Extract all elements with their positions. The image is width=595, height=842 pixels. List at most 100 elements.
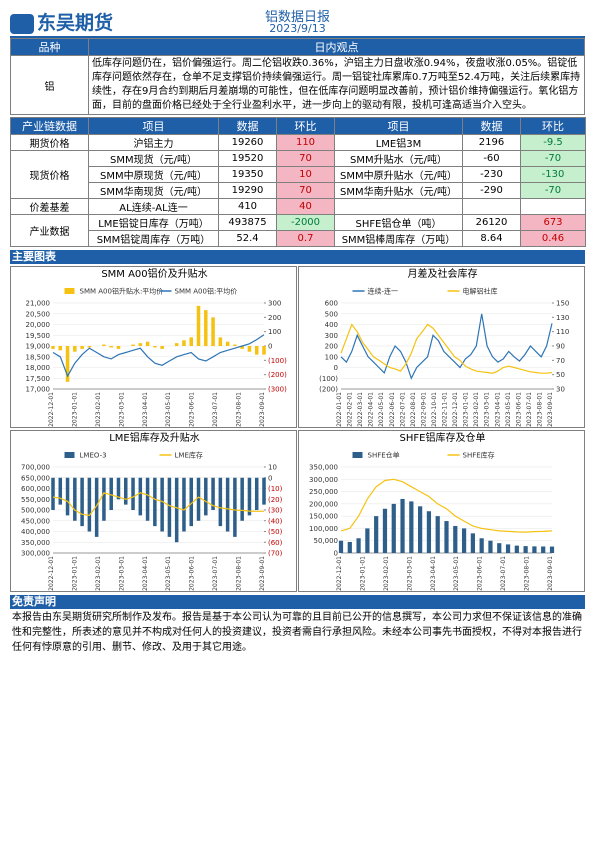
bar <box>196 477 201 521</box>
x-tick-label: 2023-01-01 <box>463 392 470 427</box>
bar <box>225 341 230 346</box>
bar <box>532 546 537 553</box>
data-row: 产业数据 LME铝锭日库存（万吨） 493875 -2000 SHFE铝仓单（吨） 261… <box>10 214 586 247</box>
bar <box>461 528 467 553</box>
y2-tick-label: 150 <box>556 300 569 308</box>
x-tick-label: 2023-05-01 <box>165 392 172 427</box>
chart: SMM A00铝价及升贴水 SMM A00铝升贴水:平均价 SMM A00铝:平均价… <box>10 266 297 428</box>
item-cell: SMM铝锭周库存（万吨） <box>88 230 219 247</box>
y2-tick-label: 0 <box>268 343 272 351</box>
y2-tick-label: 30 <box>556 386 565 394</box>
data-row: 现货价格 SMM现货（元/吨） 19520 70 SMM升贴水（元/吨） -60 -70 <box>10 150 586 199</box>
report-date: 2023/9/13 <box>269 22 326 35</box>
data-row: 价差基差 AL连续-AL连一 410 40 <box>10 198 586 215</box>
x-tick-label: 2022-11-01 <box>442 392 449 427</box>
bar <box>174 343 179 346</box>
x-tick-label: 2023-01-01 <box>359 556 366 591</box>
x-tick-label: 2023-07-01 <box>526 392 533 427</box>
bar <box>262 346 266 355</box>
y-tick-label: 600 <box>325 300 338 308</box>
bar <box>124 477 128 505</box>
y2-tick-label: 10 <box>268 464 277 472</box>
section-heading: 免责声明 <box>10 595 585 609</box>
x-tick-label: 2022-03-01 <box>357 392 364 427</box>
header-cell: 项目 <box>88 117 219 135</box>
bar <box>80 346 84 349</box>
x-tick-label: 2023-06-01 <box>189 556 196 591</box>
y2-tick-label: (70) <box>268 550 283 558</box>
y-tick-label: 550,000 <box>21 496 50 504</box>
bar <box>153 346 157 348</box>
y2-tick-label: (60) <box>268 539 283 547</box>
y-tick-label: 100 <box>325 353 338 361</box>
x-tick-label: 2022-04-01 <box>368 392 375 427</box>
item-cell: LME铝3M <box>334 134 463 151</box>
y2-tick-label: (20) <box>268 496 283 504</box>
bar <box>435 516 440 553</box>
bar <box>365 528 370 553</box>
item-cell: SHFE铝仓单（吨） <box>334 214 463 231</box>
bar <box>182 340 186 346</box>
bar <box>73 477 77 521</box>
bar <box>65 346 70 382</box>
bar <box>470 533 475 553</box>
item-cell: 沪铝主力 <box>88 134 219 151</box>
y-tick-label: 300,000 <box>309 476 338 484</box>
data-row: SMM铝锭周库存（万吨） 52.4 0.7 SMM铝棒周库存（万吨） 8.64 0.46 <box>11 230 586 247</box>
value-cell: 8.64 <box>462 230 521 247</box>
y-tick-label: 450,000 <box>21 517 50 525</box>
y2-tick-label: (100) <box>268 357 287 365</box>
x-tick-label: 2022-07-01 <box>399 392 406 427</box>
section-heading: 主要图表 <box>10 250 585 264</box>
change-cell: 0.7 <box>276 230 335 247</box>
y-tick-label: 700,000 <box>21 464 50 472</box>
y-tick-label: 650,000 <box>21 474 50 482</box>
value-cell: -230 <box>462 166 521 183</box>
bar <box>51 346 55 349</box>
y-tick-label: 18,000 <box>26 364 51 372</box>
change-cell: -2000 <box>276 214 335 231</box>
y-tick-label: 500 <box>325 310 338 318</box>
group-name: 价差基差 <box>10 198 89 215</box>
bar <box>240 346 244 349</box>
bar <box>218 477 223 527</box>
x-tick-label: 2022-09-01 <box>420 392 427 427</box>
group-name: 现货价格 <box>10 150 89 199</box>
y-tick-label: 19,500 <box>26 332 51 340</box>
bar <box>94 477 99 537</box>
bar <box>189 337 193 346</box>
legend-label: LMEO-3 <box>80 452 107 460</box>
x-tick-label: 2022-01-01 <box>336 392 343 427</box>
header-cell: 日内观点 <box>88 38 585 56</box>
line <box>340 323 553 374</box>
bar <box>211 317 215 346</box>
group-name: 期货价格 <box>10 134 89 151</box>
legend-label: SMM A00铝:平均价 <box>175 287 238 296</box>
y2-tick-label: 70 <box>556 357 565 365</box>
x-tick-label: 2023-06-01 <box>477 556 484 591</box>
bar <box>409 501 414 553</box>
x-tick-label: 2023-03-01 <box>484 392 491 427</box>
bar <box>505 544 511 553</box>
y2-tick-label: 110 <box>556 328 569 336</box>
x-tick-label: 2023-08-01 <box>524 556 531 591</box>
view-table: 品种 日内观点 铝低库存问题仍在，铝价偏强运行。周二伦铝收跌0.36%，沪铝主力日… <box>10 38 585 115</box>
bar <box>523 546 528 553</box>
y-tick-label: 300,000 <box>21 550 50 558</box>
x-tick-label: 2023-07-01 <box>212 556 219 591</box>
bar <box>225 477 230 532</box>
header-cell: 数据 <box>218 117 277 135</box>
value-cell: 2196 <box>462 134 521 151</box>
change-cell: 10 <box>276 166 335 183</box>
disclaimer-text: 本报告由东吴期货研究所制作及发布。报告是基于本公司认为可靠的且目前已公开的信息撰… <box>12 612 582 653</box>
chart-title: SHFE铝库存及仓单 <box>400 431 486 444</box>
value-cell: 19350 <box>218 166 277 183</box>
header-cell: 环比 <box>276 117 335 135</box>
bar <box>374 516 379 553</box>
bar <box>254 346 259 355</box>
bar <box>497 543 502 553</box>
y-tick-label: 400 <box>325 321 338 329</box>
bar <box>65 477 70 516</box>
header-cell: 数据 <box>462 117 521 135</box>
y2-tick-label: (50) <box>268 528 283 536</box>
